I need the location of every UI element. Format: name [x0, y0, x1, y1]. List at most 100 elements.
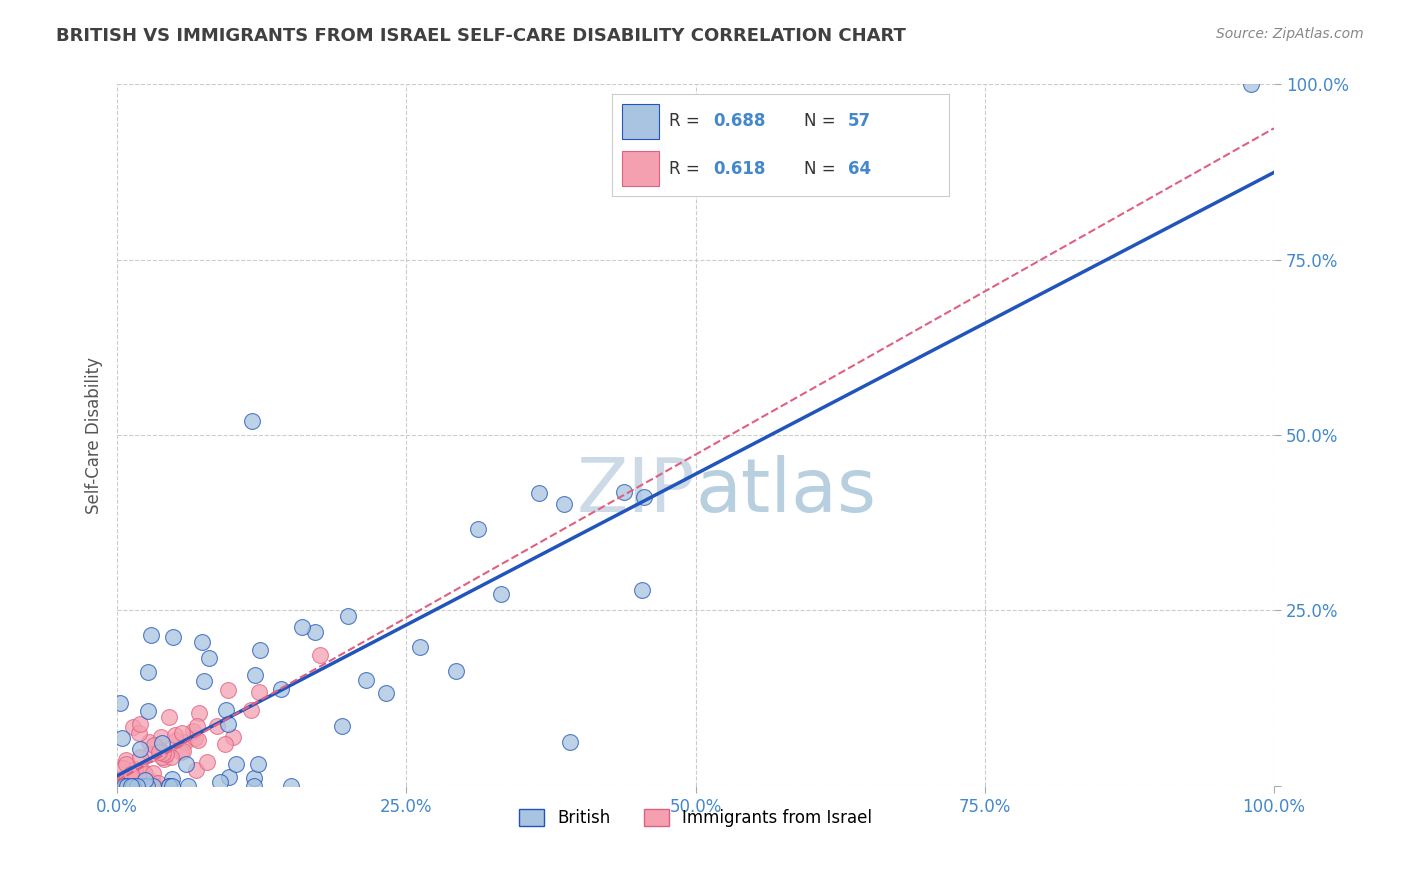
Point: [114, 756, 136, 771]
Point: [128, 717, 150, 731]
Point: [337, 609, 360, 624]
Point: [155, 747, 177, 761]
Point: [205, 719, 228, 733]
Point: [193, 674, 215, 689]
Text: Source: ZipAtlas.com: Source: ZipAtlas.com: [1216, 27, 1364, 41]
Point: [134, 779, 156, 793]
Point: [247, 685, 270, 699]
Point: [633, 490, 655, 504]
Point: [142, 766, 165, 780]
Point: [183, 731, 205, 745]
Text: ZIP: ZIP: [576, 455, 696, 528]
Point: [613, 484, 636, 499]
Point: [270, 681, 292, 696]
Point: [138, 735, 160, 749]
Point: [120, 767, 142, 781]
Point: [107, 779, 129, 793]
Point: [374, 686, 396, 700]
Point: [136, 779, 159, 793]
Point: [142, 774, 165, 789]
Point: [129, 749, 152, 764]
Point: [172, 744, 194, 758]
Point: [148, 776, 170, 790]
Point: [122, 779, 145, 793]
Point: [132, 765, 155, 780]
Point: [186, 763, 208, 777]
Point: [139, 779, 162, 793]
Point: [118, 779, 141, 793]
Point: [467, 522, 489, 536]
Point: [134, 772, 156, 787]
Point: [110, 696, 132, 710]
Point: [111, 779, 134, 793]
Point: [631, 583, 654, 598]
Text: N =: N =: [804, 160, 841, 178]
Point: [280, 779, 302, 793]
Text: N =: N =: [804, 112, 841, 130]
Point: [309, 648, 332, 662]
Point: [157, 779, 180, 793]
Point: [157, 779, 180, 793]
Point: [110, 777, 132, 791]
Text: R =: R =: [669, 112, 704, 130]
Point: [128, 726, 150, 740]
Point: [122, 720, 145, 734]
Point: [160, 779, 183, 793]
Point: [110, 779, 132, 793]
Point: [240, 413, 263, 427]
Point: [174, 757, 197, 772]
Point: [558, 735, 581, 749]
Point: [304, 625, 326, 640]
Point: [115, 779, 138, 793]
Point: [139, 628, 162, 642]
Point: [122, 771, 145, 785]
Point: [150, 730, 173, 744]
Point: [136, 704, 159, 718]
Point: [149, 742, 172, 756]
Point: [408, 640, 430, 655]
Point: [291, 620, 314, 634]
Point: [124, 762, 146, 776]
Point: [174, 735, 197, 749]
Point: [186, 719, 208, 733]
Point: [111, 761, 134, 775]
Point: [152, 752, 174, 766]
Legend: British, Immigrants from Israel: British, Immigrants from Israel: [512, 802, 879, 833]
Point: [152, 747, 174, 761]
Text: 0.618: 0.618: [713, 160, 765, 178]
Point: [111, 731, 134, 745]
Point: [121, 779, 143, 793]
Point: [134, 766, 156, 780]
Point: [239, 703, 262, 717]
Point: [136, 665, 159, 680]
Text: BRITISH VS IMMIGRANTS FROM ISRAEL SELF-CARE DISABILITY CORRELATION CHART: BRITISH VS IMMIGRANTS FROM ISRAEL SELF-C…: [56, 27, 905, 45]
Point: [142, 738, 165, 752]
Point: [117, 779, 139, 793]
Point: [148, 745, 170, 759]
Point: [108, 779, 131, 793]
Point: [444, 665, 467, 679]
Point: [112, 779, 135, 793]
Point: [217, 682, 239, 697]
Point: [150, 736, 173, 750]
Point: [218, 770, 240, 784]
Point: [191, 635, 214, 649]
Point: [117, 770, 139, 784]
Point: [131, 779, 153, 793]
Point: [222, 730, 245, 744]
Point: [162, 630, 184, 644]
Point: [330, 719, 353, 733]
Bar: [621, 151, 659, 186]
Point: [160, 772, 183, 787]
Point: [197, 651, 219, 665]
Point: [139, 747, 162, 762]
Point: [215, 702, 238, 716]
Point: [187, 706, 209, 720]
Point: [177, 779, 200, 793]
Point: [181, 723, 204, 738]
Point: [157, 710, 180, 724]
Bar: [621, 104, 659, 139]
Point: [120, 779, 142, 793]
Point: [125, 779, 148, 793]
Point: [214, 737, 236, 751]
